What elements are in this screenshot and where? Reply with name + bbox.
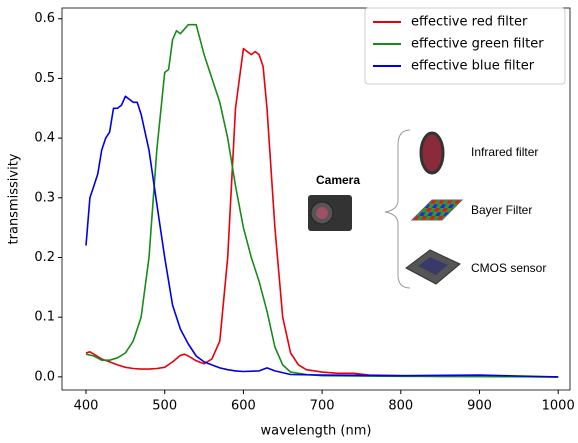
y-tick-label: 0.5 [34, 71, 55, 86]
plot-frame [61, 7, 571, 391]
inset-item: Infrared filter [471, 145, 538, 159]
bracket [384, 129, 411, 289]
x-tick-label: 600 [231, 399, 256, 414]
camera-lens-glass [316, 207, 328, 219]
y-tick-label: 0.3 [34, 190, 55, 205]
y-tick-label: 0.4 [34, 131, 55, 146]
inset-title: Camera [316, 173, 360, 187]
y-axis-label: transmissivity [7, 153, 22, 244]
inset-item: Bayer Filter [471, 203, 532, 217]
y-tick-label: 0.6 [34, 11, 55, 26]
cmos-die [418, 257, 448, 275]
y-tick-label: 0.1 [34, 310, 55, 325]
x-tick-label: 900 [467, 399, 492, 414]
bayer-icon [410, 199, 464, 221]
x-tick-label: 800 [388, 399, 413, 414]
x-tick-label: 400 [74, 399, 99, 414]
x-axis-label: wavelength (nm) [261, 424, 372, 439]
legend-label: effective blue filter [411, 59, 535, 74]
x-tick-label: 1000 [542, 399, 575, 414]
inset-item: CMOS sensor [471, 261, 546, 275]
y-tick-label: 0.0 [34, 369, 55, 384]
inset-diagram: Camera Infrared filter Bayer Filter CMOS… [308, 129, 546, 289]
series-line [85, 23, 559, 378]
legend-box [364, 7, 566, 85]
series-line [85, 47, 559, 378]
series-line [85, 95, 559, 378]
x-tick-label: 500 [152, 399, 177, 414]
x-tick-label: 700 [310, 399, 335, 414]
y-tick-label: 0.2 [34, 250, 55, 265]
ir-filter-icon [419, 131, 445, 175]
legend-label: effective red filter [411, 15, 528, 30]
legend-label: effective green filter [411, 37, 544, 52]
